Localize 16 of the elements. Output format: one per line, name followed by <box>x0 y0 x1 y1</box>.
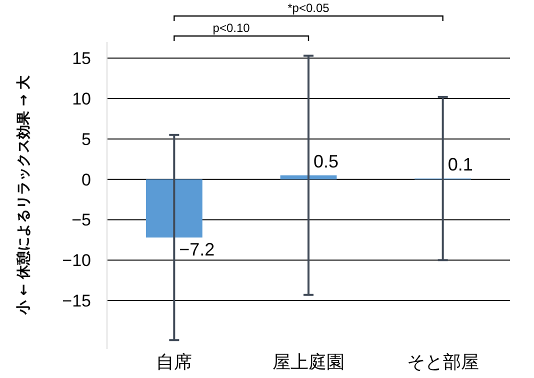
x-tick-label: そと部屋 <box>406 352 479 373</box>
data-label: 0.5 <box>314 151 339 172</box>
y-tick-label: 10 <box>72 90 91 109</box>
data-label: −7.2 <box>179 240 215 260</box>
data-label: 0.1 <box>448 154 473 175</box>
y-axis-title: 小 ← 休憩によるリラックス効果 → 大 <box>16 74 32 316</box>
x-tick-label: 屋上庭園 <box>272 352 344 373</box>
y-tick-label: 5 <box>82 130 91 149</box>
y-tick-label: 0 <box>82 170 91 190</box>
y-tick-label: −15 <box>62 292 91 311</box>
y-tick-label: −5 <box>72 210 91 230</box>
text: *p<0.05 <box>288 1 330 15</box>
y-tick-label: −10 <box>62 251 91 270</box>
y-tick-label: 15 <box>72 49 91 68</box>
x-tick-label: 自席 <box>156 352 192 373</box>
text: p<0.10 <box>212 21 250 35</box>
